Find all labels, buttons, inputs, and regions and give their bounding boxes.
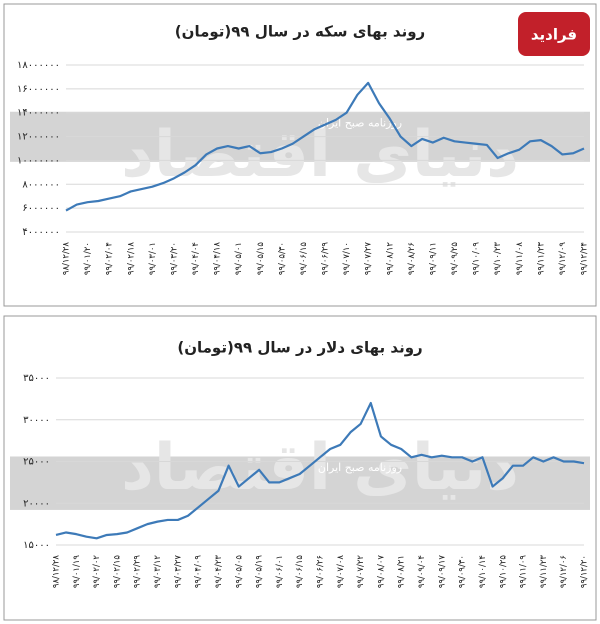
x-tick-label: ۹۹/۰۹/۳۰	[458, 555, 468, 588]
y-tick-label: ۳۰۰۰۰	[23, 415, 50, 426]
logo: فرادید	[531, 26, 577, 44]
chart-title: روند بهای سکه در سال ۹۹(تومان)	[175, 23, 425, 41]
x-tick-label: ۹۹/۱۰/۰۹	[472, 242, 482, 276]
x-tick-label: ۹۹/۱۰/۱۴	[478, 555, 488, 588]
x-tick-label: ۹۹/۰۸/۱۲	[385, 242, 395, 276]
x-tick-label: ۹۹/۰۴/۰۹	[194, 555, 204, 589]
x-tick-label: ۹۹/۰۹/۰۴	[417, 555, 427, 588]
x-tick-label: ۹۹/۰۳/۲۷	[173, 555, 183, 589]
x-tick-label: ۹۹/۰۸/۰۷	[376, 555, 386, 589]
x-tick-label: ۹۹/۰۳/۰۱	[148, 242, 158, 275]
x-tick-label: ۹۹/۰۷/۲۲	[356, 555, 366, 589]
y-tick-label: ۲۰۰۰۰	[23, 498, 50, 509]
watermark-sub: روزنامه صبح ایران	[318, 461, 402, 474]
x-tick-label: ۹۹/۱۲/۲۴	[580, 242, 590, 275]
x-tick-label: ۹۹/۰۴/۱۸	[213, 242, 223, 276]
line	[55, 401, 585, 540]
x-tick-label: ۹۹/۰۵/۳۰	[277, 242, 287, 275]
x-tick-label: ۹۹/۱۰/۲۵	[498, 555, 508, 589]
y-tick-label: ۳۵۰۰۰	[23, 373, 50, 384]
x-tick-label: ۹۹/۰۳/۲۰	[169, 242, 179, 275]
y-tick-label: ۸۰۰۰۰۰۰	[22, 179, 60, 190]
x-tick-label: ۹۹/۱۲/۰۹	[558, 242, 568, 276]
x-tick-label: ۹۹/۰۶/۲۶	[316, 555, 326, 588]
x-tick-label: ۹۹/۰۵/۰۵	[234, 555, 244, 589]
x-tick-label: ۹۹/۱۱/۰۹	[519, 555, 529, 589]
chart-title: روند بهای دلار در سال ۹۹(تومان)	[177, 339, 422, 357]
x-tick-label: ۹۹/۰۷/۰۸	[336, 555, 346, 589]
x-tick-label: ۹۹/۰۴/۲۳	[214, 555, 224, 589]
x-tick-label: ۹۹/۰۹/۲۵	[450, 242, 460, 276]
x-tick-label: ۹۹/۰۶/۰۱	[275, 555, 285, 588]
x-tick-label: ۹۹/۰۵/۱۹	[255, 555, 265, 589]
watermark-sub: روزنامه صبح ایران	[318, 116, 402, 129]
x-tick-label: ۹۹/۱۱/۲۳	[536, 242, 546, 276]
x-tick-label: ۹۹/۰۸/۲۱	[397, 555, 407, 588]
x-tick-label: ۹۹/۱۲/۲۰	[580, 555, 590, 588]
x-tick-label: ۹۹/۰۹/۱۷	[437, 555, 447, 589]
x-tick-label: ۹۹/۰۲/۱۸	[126, 242, 136, 276]
x-tick-label: ۹۹/۰۶/۲۹	[321, 242, 331, 276]
x-tick-label: ۹۹/۱۰/۲۳	[493, 242, 503, 276]
logo-badge: فرادید	[518, 12, 590, 56]
y-tick-label: ۶۰۰۰۰۰۰	[22, 203, 60, 214]
watermark: دنیای اقتصاد	[121, 431, 519, 505]
y-tick-label: ۲۵۰۰۰	[23, 457, 50, 468]
watermark: دنیای اقتصاد	[121, 118, 519, 192]
y-tick-label: ۴۰۰۰۰۰۰	[22, 227, 60, 238]
y-tick-label: ۱۸۰۰۰۰۰۰	[17, 60, 60, 71]
y-tick-label: ۱۶۰۰۰۰۰۰	[17, 84, 60, 95]
x-tick-label: ۹۹/۰۸/۲۶	[407, 242, 417, 275]
x-tick-label: ۹۹/۰۶/۱۵	[295, 555, 305, 589]
x-tick-label: ۹۹/۱۱/۲۳	[539, 555, 549, 589]
x-tick-label: ۹۹/۰۳/۱۲	[153, 555, 163, 589]
x-tick-label: ۹۹/۰۲/۲۹	[133, 555, 143, 589]
x-tick-label: ۹۹/۱۲/۰۶	[559, 555, 569, 588]
x-tick-label: ۹۹/۰۲/۰۲	[92, 555, 102, 589]
x-tick-label: ۹۹/۰۵/۰۱	[234, 242, 244, 275]
x-tick-label: ۹۸/۱۲/۲۸	[62, 242, 72, 276]
x-tick-label: ۹۹/۰۷/۱۰	[342, 242, 352, 275]
y-tick-label: ۱۲۰۰۰۰۰۰	[17, 132, 60, 143]
x-tick-label: ۹۹/۰۴/۰۴	[191, 242, 201, 275]
y-tick-label: ۱۵۰۰۰	[23, 540, 50, 551]
x-tick-label: ۹۹/۰۱/۲۰	[83, 242, 93, 275]
x-tick-label: ۹۹/۱۱/۰۸	[515, 242, 525, 276]
x-tick-label: ۹۹/۰۷/۲۷	[364, 242, 374, 276]
y-tick-label: ۱۰۰۰۰۰۰۰	[17, 155, 60, 166]
line	[65, 81, 585, 212]
band	[10, 456, 590, 510]
logo-box	[518, 12, 590, 56]
y-tick-label: ۱۴۰۰۰۰۰۰	[17, 108, 60, 119]
x-tick-label: ۹۹/۰۵/۱۵	[256, 242, 266, 276]
x-tick-label: ۹۹/۰۶/۱۵	[299, 242, 309, 276]
x-tick-label: ۹۹/۰۲/۰۴	[105, 242, 115, 275]
x-tick-label: ۹۹/۰۱/۱۹	[72, 555, 82, 589]
x-tick-label: ۹۹/۰۹/۱۱	[428, 242, 438, 275]
x-tick-label: ۹۸/۱۲/۲۸	[52, 555, 62, 589]
x-tick-label: ۹۹/۰۲/۱۵	[112, 555, 122, 589]
